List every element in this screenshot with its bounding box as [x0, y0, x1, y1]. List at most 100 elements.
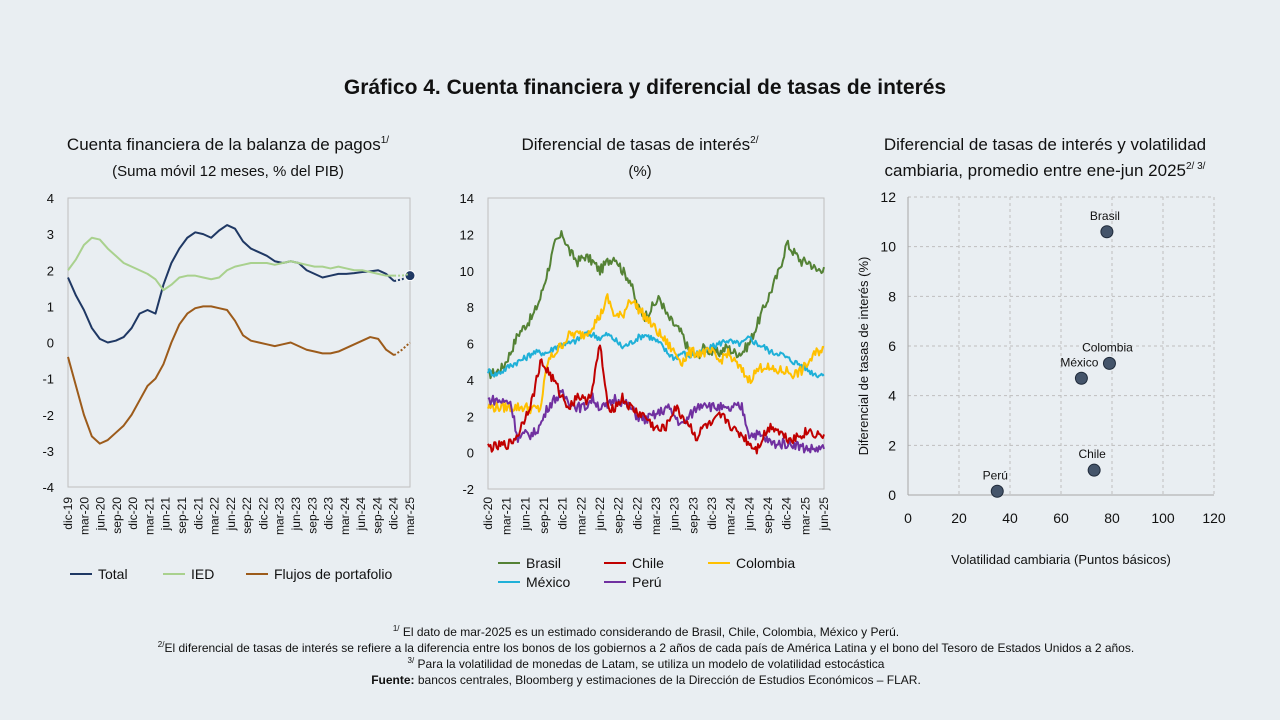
chart2-x-tick: jun-25	[817, 497, 831, 532]
chart3-x-tick: 20	[951, 510, 967, 526]
chart3-y-tick: 12	[880, 189, 896, 205]
panel2-title-block: Diferencial de tasas de interés2/ (%)	[440, 132, 840, 185]
chart2-x-tick: sep-23	[686, 497, 700, 534]
chart3-y-tick: 0	[888, 487, 896, 503]
chart2-plot-frame	[487, 197, 825, 490]
footnote-2-marker: 2/	[157, 640, 165, 649]
legend-label-chart1-portafolio: Flujos de portafolio	[274, 566, 393, 582]
chart2-y-tick: 2	[467, 409, 474, 424]
chart3-point-label: Chile	[1078, 447, 1106, 461]
chart2-y-tick: 14	[460, 191, 474, 206]
footnote-3-marker: 3/	[407, 656, 415, 665]
chart1-y-tick: 3	[47, 227, 54, 242]
chart1-x-tick: sep-22	[240, 497, 254, 534]
chart2-x-tick: dic-22	[630, 497, 644, 530]
chart2-x-tick: mar-22	[574, 497, 588, 535]
legend-label-chart2-colombia: Colombia	[736, 555, 795, 571]
chart3-point-colombia	[1102, 356, 1116, 370]
chart1-x-tick: dic-20	[126, 497, 140, 530]
chart2-x-tick: dic-24	[780, 497, 794, 530]
chart1-series-ied-line	[67, 236, 395, 292]
chart2-x-tick: sep-24	[761, 497, 775, 534]
chart1-total-estimate-marker	[404, 270, 416, 282]
chart2-x-tick: dic-20	[481, 497, 495, 530]
chart3-x-tick: 100	[1151, 510, 1175, 526]
footnote-3: 3/ Para la volatilidad de monedas de Lat…	[0, 656, 1280, 672]
chart1-x-tick: jun-23	[289, 497, 303, 532]
chart1-x-tick: dic-24	[387, 497, 401, 530]
chart3-x-axis-title: Volatilidad cambiaria (Puntos básicos)	[951, 552, 1171, 567]
chart2-x-tick: sep-21	[537, 497, 551, 534]
chart1-x-tick: dic-23	[322, 497, 336, 530]
chart3-point-perú	[990, 484, 1004, 498]
chart1-x-tick: mar-20	[77, 497, 91, 535]
chart1-x-tick: mar-21	[142, 497, 156, 535]
chart1-x-tick: dic-21	[191, 497, 205, 530]
footnote-2: 2/El diferencial de tasas de interés se …	[0, 640, 1280, 656]
chart3-x-tick: 60	[1053, 510, 1069, 526]
footnote-source: Fuente: bancos centrales, Bloomberg y es…	[0, 672, 1280, 688]
chart3-x-tick: 0	[904, 510, 912, 526]
chart3-point-chile	[1087, 463, 1101, 477]
panel3-title-note: 2/ 3/	[1186, 161, 1206, 172]
chart3-x-tick: 40	[1002, 510, 1018, 526]
chart3-y-tick: 4	[888, 388, 896, 404]
chart2-x-tick: jun-21	[518, 497, 532, 532]
chart1-x-tick: mar-25	[403, 497, 417, 535]
legend-label-chart2-mexico: México	[526, 574, 571, 590]
legend-label-chart2-peru: Perú	[632, 574, 662, 590]
footnotes: 1/ El dato de mar-2025 es un estimado co…	[0, 624, 1280, 688]
chart1-x-tick: mar-24	[338, 497, 352, 535]
legend-label-chart1-ied: IED	[191, 566, 214, 582]
source-label: Fuente:	[371, 673, 415, 687]
chart2-x-tick: mar-25	[798, 497, 812, 535]
chart1-y-tick: -4	[42, 480, 54, 495]
chart1-y-tick: -1	[42, 372, 54, 387]
chart2-y-tick: 4	[467, 373, 474, 388]
chart2-y-tick: 6	[467, 337, 474, 352]
chart1-x-tick: sep-21	[175, 497, 189, 534]
chart3-y-tick: 2	[888, 437, 896, 453]
chart1-series-portafolio-line	[67, 305, 395, 445]
chart1-y-tick: -3	[42, 444, 54, 459]
chart3-point-brasil	[1100, 225, 1114, 239]
chart3-y-tick: 8	[888, 288, 896, 304]
chart3-y-tick: 6	[888, 338, 896, 354]
chart2-y-tick: 0	[467, 446, 474, 461]
chart1-x-tick: jun-20	[94, 497, 108, 532]
chart3-x-tick: 120	[1202, 510, 1226, 526]
chart1-y-tick: 4	[47, 191, 54, 206]
chart3-point-label: México	[1060, 355, 1098, 369]
chart2-x-tick: dic-21	[556, 497, 570, 530]
chart2-series-colombia-line	[487, 293, 825, 415]
panel2-title: Diferencial de tasas de interés	[521, 135, 751, 154]
chart1-x-tick: jun-24	[354, 497, 368, 532]
footnote-3-text: Para la volatilidad de monedas de Latam,…	[414, 657, 885, 671]
chart2-x-tick: sep-22	[612, 497, 626, 534]
chart3-x-tick: 80	[1104, 510, 1120, 526]
panel3-title-line1: Diferencial de tasas de interés y volati…	[883, 135, 1207, 154]
chart1-x-tick: mar-22	[208, 497, 222, 535]
legend-label-chart2-chile: Chile	[632, 555, 664, 571]
chart2-x-tick: jun-23	[668, 497, 682, 532]
panel3-title-block: Diferencial de tasas de interés y volati…	[835, 132, 1255, 184]
panel1-title: Cuenta financiera de la balanza de pagos	[66, 135, 381, 154]
chart2-y-tick: 12	[460, 227, 474, 242]
panel2-title-note: 2/	[750, 135, 759, 146]
chart3-point-méxico	[1074, 371, 1088, 385]
chart2-y-tick: 8	[467, 300, 474, 315]
chart2-x-tick: mar-24	[724, 497, 738, 535]
footnote-1: 1/ El dato de mar-2025 es un estimado co…	[0, 624, 1280, 640]
main-title: Gráfico 4. Cuenta financiera y diferenci…	[343, 76, 947, 99]
chart2-x-tick: mar-23	[649, 497, 663, 535]
chart2-x-tick: mar-21	[500, 497, 514, 535]
panel1-title-block: Cuenta financiera de la balanza de pagos…	[18, 132, 438, 185]
chart1-x-tick: dic-19	[61, 497, 75, 530]
chart3-point-label: Perú	[983, 468, 1008, 482]
chart3-y-axis-title: Diferencial de tasas de interés (%)	[856, 257, 871, 456]
legend-label-chart2-brasil: Brasil	[526, 555, 561, 571]
chart1-y-tick: 1	[47, 299, 54, 314]
footnote-1-text: El dato de mar-2025 es un estimado consi…	[399, 625, 900, 639]
chart2-y-tick: 10	[460, 264, 474, 279]
